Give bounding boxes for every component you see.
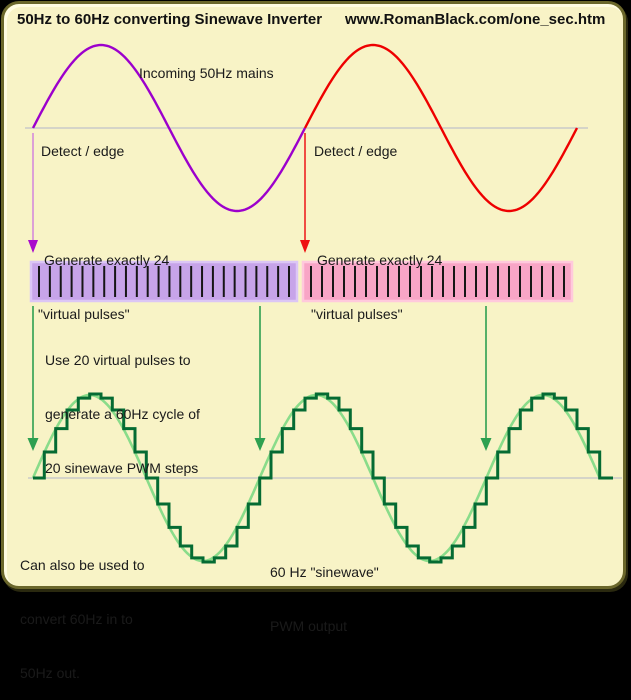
page-title: 50Hz to 60Hz converting Sinewave Inverte… <box>17 11 323 28</box>
incoming-mains-label: Incoming 50Hz mains <box>139 65 274 81</box>
generate-pulses-line2-left: "virtual pulses" <box>38 306 130 322</box>
pwm-output-label: 60 Hz "sinewave" PWM output <box>270 527 379 653</box>
use-pulses-line2: generate a 60Hz cycle of <box>45 406 200 422</box>
pwm-output-line1: 60 Hz "sinewave" <box>270 564 379 580</box>
site-url-text: www.RomanBlack.com/one_sec.htm <box>345 11 606 28</box>
use-pulses-line1: Use 20 virtual pulses to <box>45 352 191 368</box>
detect-edge-label-right: Detect / edge <box>314 143 398 159</box>
can-also-label: Can also be used to convert 60Hz in to 5… <box>20 520 145 700</box>
use-pulses-label: Use 20 virtual pulses to generate a 60Hz… <box>45 315 200 495</box>
generate-pulses-line1-left: Generate exactly 24 <box>44 252 170 268</box>
generate-pulses-line1-right: Generate exactly 24 <box>317 252 443 268</box>
use-pulses-line3: 20 sinewave PWM steps <box>45 460 199 476</box>
can-also-line1: Can also be used to <box>20 557 145 573</box>
page-background: { "title": { "left": "50Hz to 60Hz conve… <box>1 1 626 681</box>
detect-edge-label-left: Detect / edge <box>41 143 125 159</box>
generate-pulses-label-right: Generate exactly 24 "virtual pulses" <box>311 215 442 341</box>
generate-pulses-label-left: Generate exactly 24 "virtual pulses" <box>38 215 169 341</box>
generate-pulses-line2-right: "virtual pulses" <box>311 306 403 322</box>
pwm-output-line2: PWM output <box>270 618 348 634</box>
can-also-line2: convert 60Hz in to <box>20 611 133 627</box>
can-also-line3: 50Hz out. <box>20 665 80 681</box>
